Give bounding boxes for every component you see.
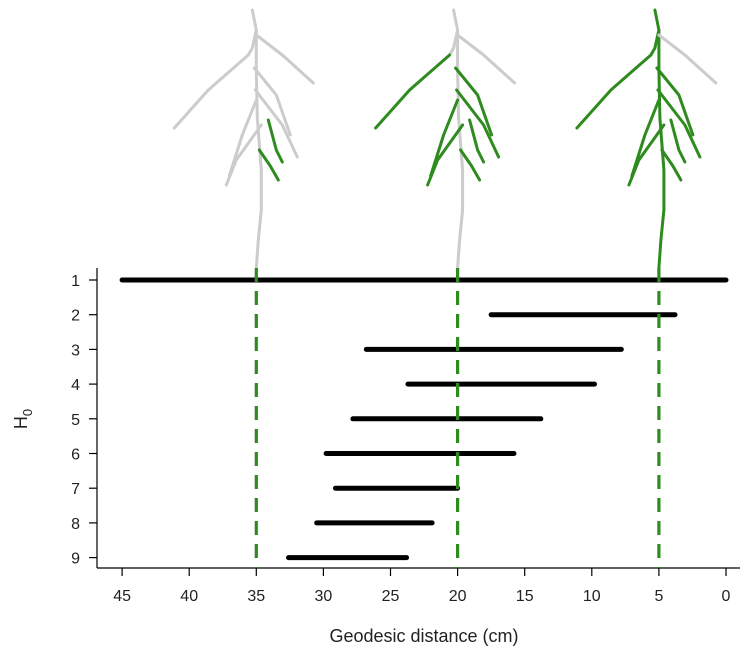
root-branch: [252, 66, 292, 137]
root-branch: [266, 118, 284, 164]
x-tick-label: 10: [583, 588, 601, 605]
x-tick-label: 45: [113, 588, 131, 605]
root-branch: [660, 148, 683, 182]
y-tick-label: 5: [71, 412, 80, 429]
x-ticks: 45 40 35 30 25 20 15 10 5 0: [113, 568, 731, 605]
root-branch: [224, 123, 263, 187]
root-branch: [627, 123, 666, 187]
root-branch: [459, 148, 482, 182]
y-tick-label: 6: [71, 447, 80, 464]
root-branch: [253, 88, 299, 159]
root-branch: [426, 123, 465, 187]
root-branch: [374, 53, 452, 130]
y-tick-label: 1: [71, 273, 80, 290]
root-branch: [254, 33, 315, 85]
threshold-lines: [254, 268, 661, 568]
root-branch: [468, 118, 486, 164]
root-branch: [429, 98, 460, 178]
y-ticks: 1 2 3 4 5 6 7 8 9: [71, 273, 97, 568]
root-illustrations: [172, 8, 718, 270]
x-tick-label: 0: [722, 588, 731, 605]
y-tick-label: 7: [71, 481, 80, 498]
y-axis-title-main: H: [11, 416, 31, 429]
x-tick-label: 40: [180, 588, 198, 605]
x-tick-label: 35: [247, 588, 265, 605]
root-branch: [669, 118, 687, 164]
y-axis-title: H0: [11, 409, 35, 429]
x-tick-label: 30: [315, 588, 333, 605]
root-branch: [656, 88, 702, 159]
y-tick-label: 8: [71, 516, 80, 533]
root-branch: [657, 33, 718, 85]
y-tick-label: 3: [71, 342, 80, 359]
root-branch: [454, 66, 494, 137]
root-branch: [630, 98, 661, 178]
root-branch: [227, 98, 258, 178]
axes: [96, 268, 740, 569]
root-branch: [456, 208, 465, 270]
root-branch: [657, 208, 666, 270]
x-axis-title: Geodesic distance (cm): [329, 626, 518, 646]
y-axis-title-subscript: 0: [20, 409, 35, 416]
y-tick-label: 2: [71, 308, 80, 325]
y-tick-label: 9: [71, 551, 80, 568]
root-branch: [254, 208, 263, 270]
barcode-bars: [119, 277, 729, 561]
root-branch: [575, 53, 653, 130]
root-branch: [257, 148, 280, 182]
x-tick-label: 20: [449, 588, 467, 605]
root-branch: [172, 53, 250, 130]
root-branch: [655, 66, 695, 137]
root-branch: [649, 28, 661, 57]
x-tick-label: 25: [382, 588, 400, 605]
x-tick-label: 15: [516, 588, 534, 605]
root-branch: [456, 33, 517, 85]
x-tick-label: 5: [654, 588, 663, 605]
y-tick-label: 4: [71, 377, 80, 394]
root-branch: [448, 28, 460, 57]
root-branch: [455, 88, 501, 159]
root-branch: [246, 28, 258, 57]
